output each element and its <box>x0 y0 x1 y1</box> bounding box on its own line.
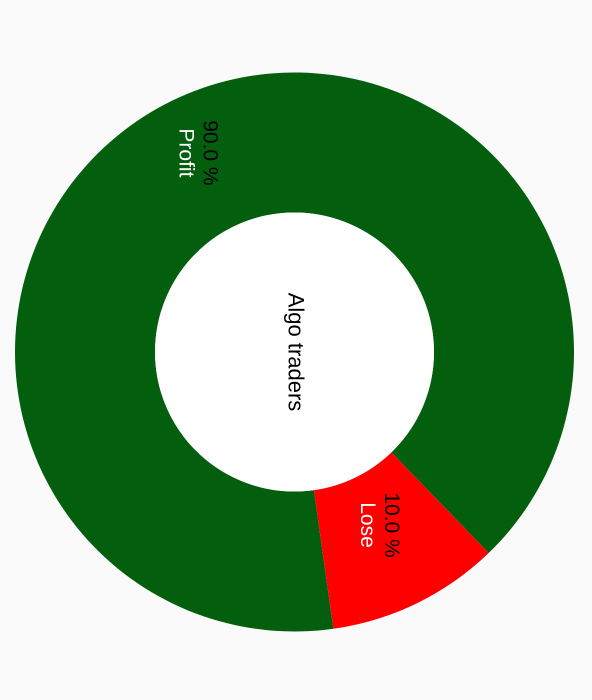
center-label: Algo traders <box>284 293 309 412</box>
slice-name-label: Profit <box>174 128 197 177</box>
slice-name-label: Lose <box>356 502 379 548</box>
slice-label-profit: 90.0 %Profit <box>174 120 221 185</box>
slice-profit <box>14 72 574 632</box>
slice-label-lose: 10.0 %Lose <box>356 492 403 557</box>
slice-percent-label: 10.0 % <box>380 492 403 557</box>
slice-lose <box>313 452 489 629</box>
donut-hole <box>155 212 434 492</box>
donut-slices <box>14 72 574 632</box>
slice-percent-label: 90.0 % <box>198 120 221 185</box>
slice-labels: 90.0 %Profit 10.0 %Lose <box>174 120 402 557</box>
